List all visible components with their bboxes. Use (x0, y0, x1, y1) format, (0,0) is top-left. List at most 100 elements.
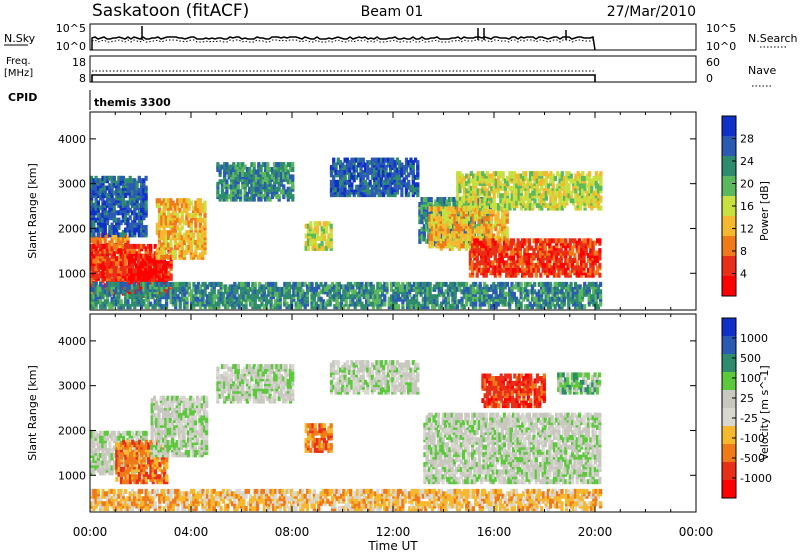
scatter-cell (162, 198, 166, 204)
scatter-cell (146, 243, 150, 249)
scatter-cell (446, 240, 450, 246)
scatter-cell (112, 225, 116, 230)
scatter-cell (575, 240, 579, 246)
scatter-cell (105, 243, 110, 249)
scatter-cell (103, 200, 107, 206)
scatter-cell (336, 187, 340, 193)
scatter-cell (108, 212, 112, 218)
scatter-cell (457, 228, 462, 234)
scatter-cell (593, 250, 597, 256)
scatter-cell (92, 232, 96, 238)
scatter-cell (117, 257, 121, 263)
scatter-cell (478, 208, 482, 214)
scatter-cell (144, 185, 148, 191)
scatter-cell (564, 238, 568, 244)
scatter-cell (598, 255, 602, 261)
scatter-cell (146, 270, 150, 276)
scatter-cell (496, 243, 500, 249)
scatter-cell (448, 233, 452, 239)
scatter-cell (115, 180, 119, 186)
scatter-cell (384, 189, 388, 195)
scatter-cell (115, 210, 119, 216)
scatter-cell (108, 261, 112, 267)
scatter-cell (552, 255, 556, 261)
scatter-cell (514, 243, 518, 249)
scatter-cell (259, 176, 263, 182)
scatter-cell (501, 171, 505, 177)
scatter-cell (430, 226, 434, 232)
scatter-cell (361, 184, 365, 190)
scatter-cell (277, 162, 281, 168)
scatter-cell (460, 211, 464, 217)
scatter-cell (439, 238, 443, 244)
scatter-cell (279, 172, 284, 177)
scatter-cell (477, 221, 481, 227)
scatter-cell (101, 227, 105, 233)
scatter-cell (478, 243, 482, 249)
scatter-cell (489, 208, 493, 214)
scatter-cell (158, 246, 162, 252)
scatter-cell (496, 265, 500, 271)
scatter-cell (525, 255, 529, 261)
scatter-cell (455, 216, 459, 222)
scatter-cell (430, 213, 434, 219)
scatter-cell (468, 250, 472, 256)
scatter-cell (160, 200, 164, 206)
scatter-cell (407, 172, 411, 178)
scatter-cell (334, 187, 338, 193)
scatter-cell (478, 236, 482, 241)
scatter-cell (325, 226, 329, 232)
scatter-cell (534, 238, 538, 244)
scatter-cell (133, 215, 137, 221)
scatter-cell (110, 188, 114, 194)
scatter-cell (555, 238, 559, 244)
scatter-cell (141, 258, 145, 264)
scatter-cell (584, 272, 588, 278)
scatter-cell (389, 179, 393, 185)
scatter-cell (366, 174, 370, 180)
scatter-cell (484, 245, 488, 251)
scatter-cell (119, 235, 123, 241)
scatter-cell (564, 258, 568, 263)
scatter-cell (194, 249, 198, 255)
scatter-cell (162, 265, 166, 271)
scatter-cell (94, 210, 98, 216)
scatter-cell (264, 181, 268, 187)
scatter-cell (502, 245, 506, 251)
scatter-cell (446, 221, 450, 227)
scatter-cell (409, 169, 413, 175)
scatter-cell (400, 179, 404, 185)
scatter-cell (178, 217, 182, 223)
scatter-cell (566, 243, 570, 249)
scatter-cell (478, 188, 482, 194)
scatter-cell (343, 157, 347, 163)
noise-search-line (91, 39, 594, 43)
scatter-cell (398, 174, 402, 180)
scatter-cell (361, 174, 365, 180)
scatter-cell (196, 237, 200, 243)
scatter-cell (368, 189, 372, 195)
scatter-cell (218, 194, 222, 200)
scatter-cell (92, 220, 96, 226)
scatter-cell (201, 232, 205, 238)
scatter-cell (92, 258, 96, 264)
scatter-cell (357, 192, 361, 198)
scatter-cell (343, 187, 347, 193)
scatter-cell (469, 223, 473, 229)
scatter-cell (530, 245, 534, 251)
scatter-cell (126, 205, 130, 211)
scatter-cell (140, 178, 144, 184)
scatter-cell (127, 275, 132, 281)
scatter-cell (142, 243, 146, 249)
scatter-cell (322, 236, 326, 241)
noise-left-label: N.Sky (4, 32, 36, 45)
scatter-cell (128, 230, 132, 235)
freq-trace (91, 74, 596, 82)
scatter-cell (201, 237, 205, 243)
scatter-cell (484, 272, 488, 278)
scatter-cell (128, 207, 132, 213)
scatter-cell (94, 266, 98, 271)
scatter-cell (117, 217, 121, 223)
scatter-cell (462, 223, 466, 229)
scatter-cell (132, 273, 136, 279)
